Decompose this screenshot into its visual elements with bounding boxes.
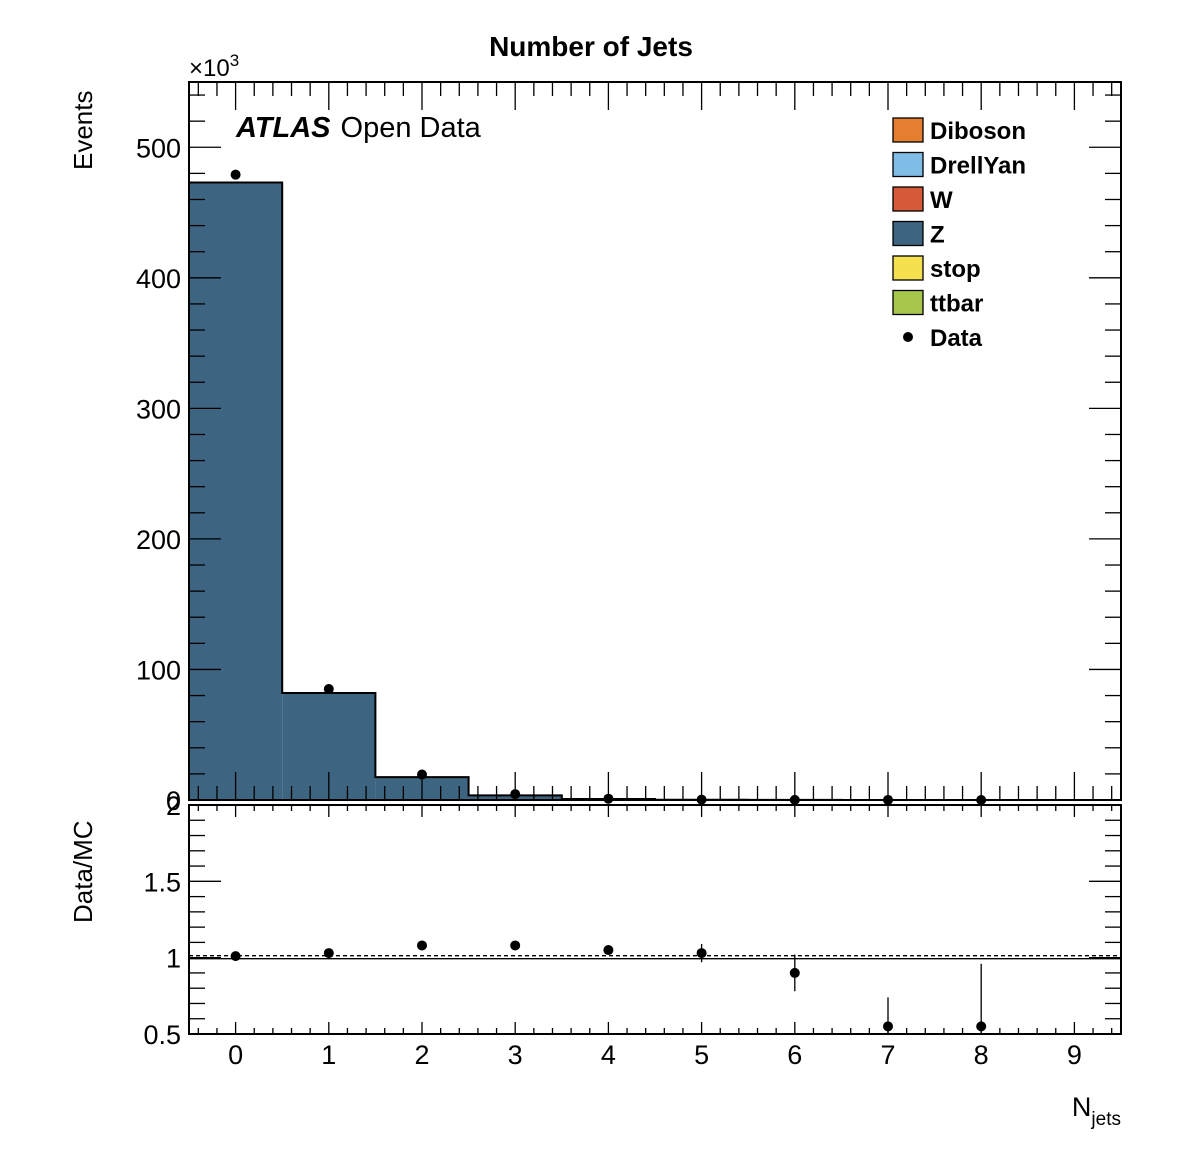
legend-swatch-ttbar: [892, 289, 924, 316]
legend-label-stop: stop: [930, 256, 981, 283]
legend-swatch-W: [892, 186, 924, 212]
ratio-data-points: [230, 940, 987, 1034]
ratio-y-tick-label: 0.5: [143, 1020, 181, 1050]
ratio-frame: [188, 804, 1122, 1035]
legend-label-DrellYan: DrellYan: [930, 153, 1026, 180]
ratio-point-5: [696, 948, 707, 959]
atlas-annotation: ATLAS Open Data: [235, 112, 482, 144]
legend-label-ttbar: ttbar: [930, 291, 983, 318]
x-axis-label: Njets: [1072, 1092, 1121, 1130]
legend-swatch-Z: [892, 220, 924, 247]
x-tick-label: 9: [1067, 1040, 1082, 1070]
data-point-1: [323, 684, 334, 695]
y-scale-factor: ×103: [189, 51, 239, 82]
x-tick-label: 7: [880, 1040, 895, 1070]
x-tick-label: 5: [694, 1040, 709, 1070]
ratio-y-axis-label: Data/MC: [68, 820, 98, 923]
ratio-point-4: [603, 945, 614, 956]
x-tick-label: 2: [414, 1040, 429, 1070]
y-tick-label: 400: [136, 264, 181, 294]
x-tick-label: 4: [601, 1040, 616, 1070]
y-tick-label: 0: [166, 786, 181, 816]
legend-swatch-DrellYan: [892, 151, 924, 178]
ratio-axis-ticks: 0.5 1 1.5 2 0 1 2 3 4 5 6 7 8 9: [143, 791, 1121, 1070]
x-tick-label: 3: [508, 1040, 523, 1070]
x-tick-label: 1: [321, 1040, 336, 1070]
main-frame: [188, 81, 1122, 801]
legend-swatch-Diboson: [892, 117, 924, 143]
main-y-axis-label: Events: [68, 91, 98, 171]
main-histogram: [188, 181, 1121, 801]
data-point-0: [230, 169, 241, 180]
bar-Z-0: [189, 182, 283, 800]
legend-marker-data: [903, 332, 913, 342]
x-tick-label: 0: [228, 1040, 243, 1070]
y-tick-label: 200: [136, 525, 181, 555]
ratio-y-tick-label: 1.5: [143, 867, 181, 897]
ratio-point-3: [510, 940, 521, 951]
ratio-y-tick-label: 2: [166, 791, 181, 821]
x-tick-label: 6: [787, 1040, 802, 1070]
legend-swatch-stop: [892, 255, 924, 281]
ratio-reference-line: [189, 955, 1121, 960]
y-tick-label: 500: [136, 133, 181, 163]
y-tick-label: 100: [136, 655, 181, 685]
ratio-y-tick-label: 1: [166, 944, 181, 974]
ratio-point-0: [230, 951, 241, 962]
ratio-point-2: [417, 940, 427, 951]
x-tick-label: 8: [974, 1040, 989, 1070]
ratio-point-1: [323, 948, 334, 959]
ratio-point-6: [789, 967, 800, 978]
legend-label-Z: Z: [930, 222, 945, 249]
chart-title: Number of Jets: [489, 31, 693, 62]
legend-label-Diboson: Diboson: [930, 118, 1026, 145]
y-tick-label: 300: [136, 394, 181, 424]
legend-label-W: W: [930, 187, 953, 214]
legend-label-data: Data: [930, 325, 983, 352]
